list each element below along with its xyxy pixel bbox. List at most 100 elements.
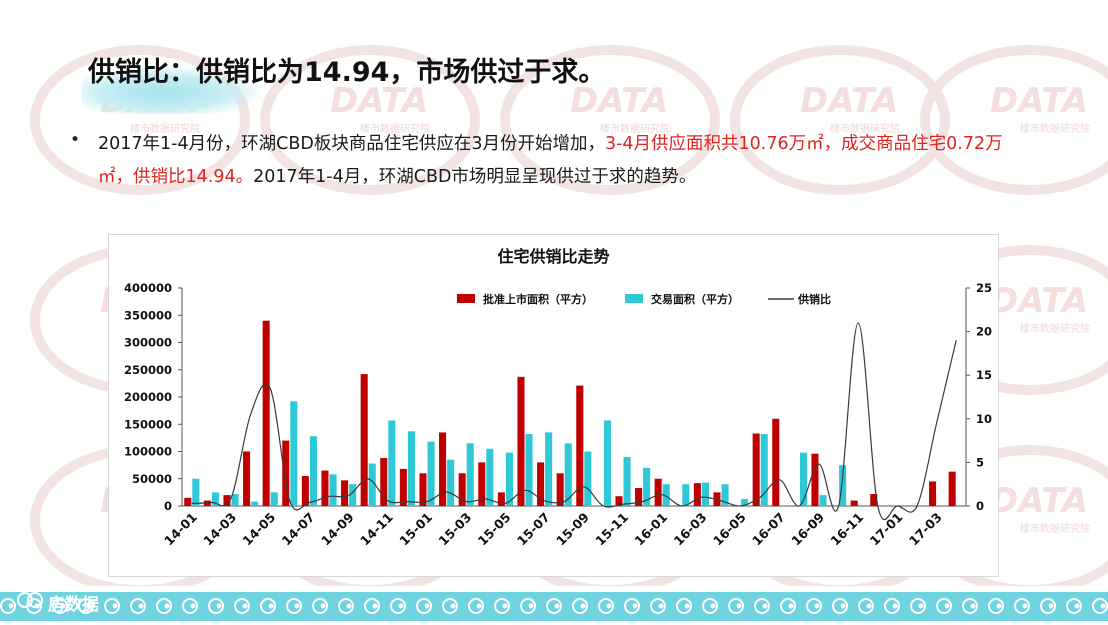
x-tick-label: 15-11	[592, 510, 631, 549]
bar-deal	[545, 432, 553, 506]
bar-deal	[231, 494, 239, 506]
footer-stripe	[0, 586, 1108, 592]
ratio-line	[191, 322, 957, 521]
bar-deal	[466, 443, 474, 506]
legend-deal-label: 交易面积（平方）	[651, 292, 739, 306]
footer-swirl-dot	[60, 603, 66, 609]
bar-supply	[576, 385, 584, 506]
footer-swirl	[832, 598, 848, 614]
bullet-plain-2: 2017年1-4月，环湖CBD市场明显呈现供过于求的趋势。	[253, 167, 697, 187]
bar-supply	[360, 374, 368, 506]
footer-swirl-dot	[190, 603, 196, 609]
bar-supply	[497, 492, 505, 506]
x-tick-label: 15-07	[514, 510, 553, 549]
footer-swirl-dot	[580, 603, 586, 609]
footer-swirl	[936, 598, 952, 614]
x-tick-label: 15-09	[553, 510, 592, 549]
bar-supply	[399, 468, 407, 506]
watermark-ring	[30, 45, 250, 195]
y-right-tick-label: 20	[976, 325, 992, 339]
footer-swirl	[962, 598, 978, 614]
bar-supply	[517, 376, 525, 506]
bar-supply	[948, 471, 956, 506]
bar-supply	[850, 500, 858, 506]
bar-deal	[603, 420, 611, 506]
bar-deal	[447, 459, 455, 506]
bar-supply	[752, 433, 760, 506]
footer-swirl-dot	[398, 603, 404, 609]
footer-swirl-dot	[866, 603, 872, 609]
footer-swirl-dot	[606, 603, 612, 609]
bar-deal	[349, 484, 357, 506]
footer-swirl	[624, 598, 640, 614]
bar-deal	[211, 492, 219, 506]
x-tick-label: 14-03	[200, 510, 239, 549]
footer-swirl	[520, 598, 536, 614]
legend-supply-swatch	[457, 294, 475, 303]
bar-deal	[760, 434, 768, 506]
footer-swirl-dot	[164, 603, 170, 609]
footer-swirl-dot	[1022, 603, 1028, 609]
bullet-plain-1: 2017年1-4月份，环湖CBD板块商品住宅供应在3月份开始增加，	[98, 134, 605, 154]
logo-icon	[17, 592, 43, 608]
watermark-sub: 楼市数据研究院	[600, 122, 670, 135]
watermark-brand: DATA	[800, 81, 898, 121]
bar-supply	[556, 473, 564, 506]
y-left-tick-label: 50000	[132, 472, 172, 486]
footer-swirl	[754, 598, 770, 614]
y-right-tick-label: 25	[976, 281, 992, 295]
bar-supply	[929, 481, 937, 506]
footer-swirl-dot	[788, 603, 794, 609]
bar-deal	[309, 436, 317, 506]
footer-swirl	[286, 598, 302, 614]
watermark-brand: DATA	[570, 81, 668, 121]
bar-deal	[486, 448, 494, 506]
footer-swirl-dot	[216, 603, 222, 609]
watermark-ring	[260, 45, 480, 195]
y-right-tick-label: 15	[976, 368, 992, 382]
footer-swirl	[364, 598, 380, 614]
footer-swirl-dot	[554, 603, 560, 609]
footer-swirl-dot	[476, 603, 482, 609]
footer-swirl	[260, 598, 276, 614]
footer-swirl	[1092, 598, 1108, 614]
footer-swirl-dot	[918, 603, 924, 609]
footer-swirl	[494, 598, 510, 614]
y-left-tick-label: 300000	[124, 336, 172, 350]
footer-swirl	[104, 598, 120, 614]
footer-swirl	[650, 598, 666, 614]
y-right-tick-label: 5	[976, 455, 984, 469]
footer-swirl	[0, 598, 16, 614]
x-tick-label: 16-07	[749, 510, 788, 549]
footer-swirl-dot	[632, 603, 638, 609]
watermark-sub: 楼市数据研究院	[830, 122, 900, 135]
x-tick-label: 16-01	[631, 510, 670, 549]
footer-swirl-dot	[710, 603, 716, 609]
watermark-sub: 楼市数据研究院	[1020, 322, 1090, 335]
footer-swirl-dot	[268, 603, 274, 609]
footer-swirl-dot	[996, 603, 1002, 609]
footer-swirl	[78, 598, 94, 614]
bullet-text: 2017年1-4月份，环湖CBD板块商品住宅供应在3月份开始增加，3-4月供应面…	[98, 128, 1028, 194]
bar-supply	[772, 418, 780, 506]
legend-ratio-label: 供销比	[797, 292, 831, 306]
bar-supply	[870, 494, 878, 506]
bar-deal	[427, 441, 435, 506]
footer-swirl-dot	[658, 603, 664, 609]
bar-supply	[615, 496, 623, 506]
y-left-tick-label: 350000	[124, 308, 172, 322]
footer-swirl-dot	[892, 603, 898, 609]
footer-swirl-dot	[1100, 603, 1106, 609]
bar-supply	[419, 473, 427, 506]
bar-deal	[741, 498, 749, 506]
watermark-ring	[500, 45, 720, 195]
footer-swirl	[702, 598, 718, 614]
footer-swirl	[728, 598, 744, 614]
y-left-tick-label: 100000	[124, 445, 172, 459]
footer-swirl-dot	[528, 603, 534, 609]
x-tick-label: 15-01	[396, 510, 435, 549]
bar-deal	[407, 431, 415, 506]
slide-title: 供销比：供销比为14.94，市场供过于求。	[88, 57, 606, 88]
footer-swirl	[780, 598, 796, 614]
x-tick-label: 17-03	[906, 510, 945, 549]
